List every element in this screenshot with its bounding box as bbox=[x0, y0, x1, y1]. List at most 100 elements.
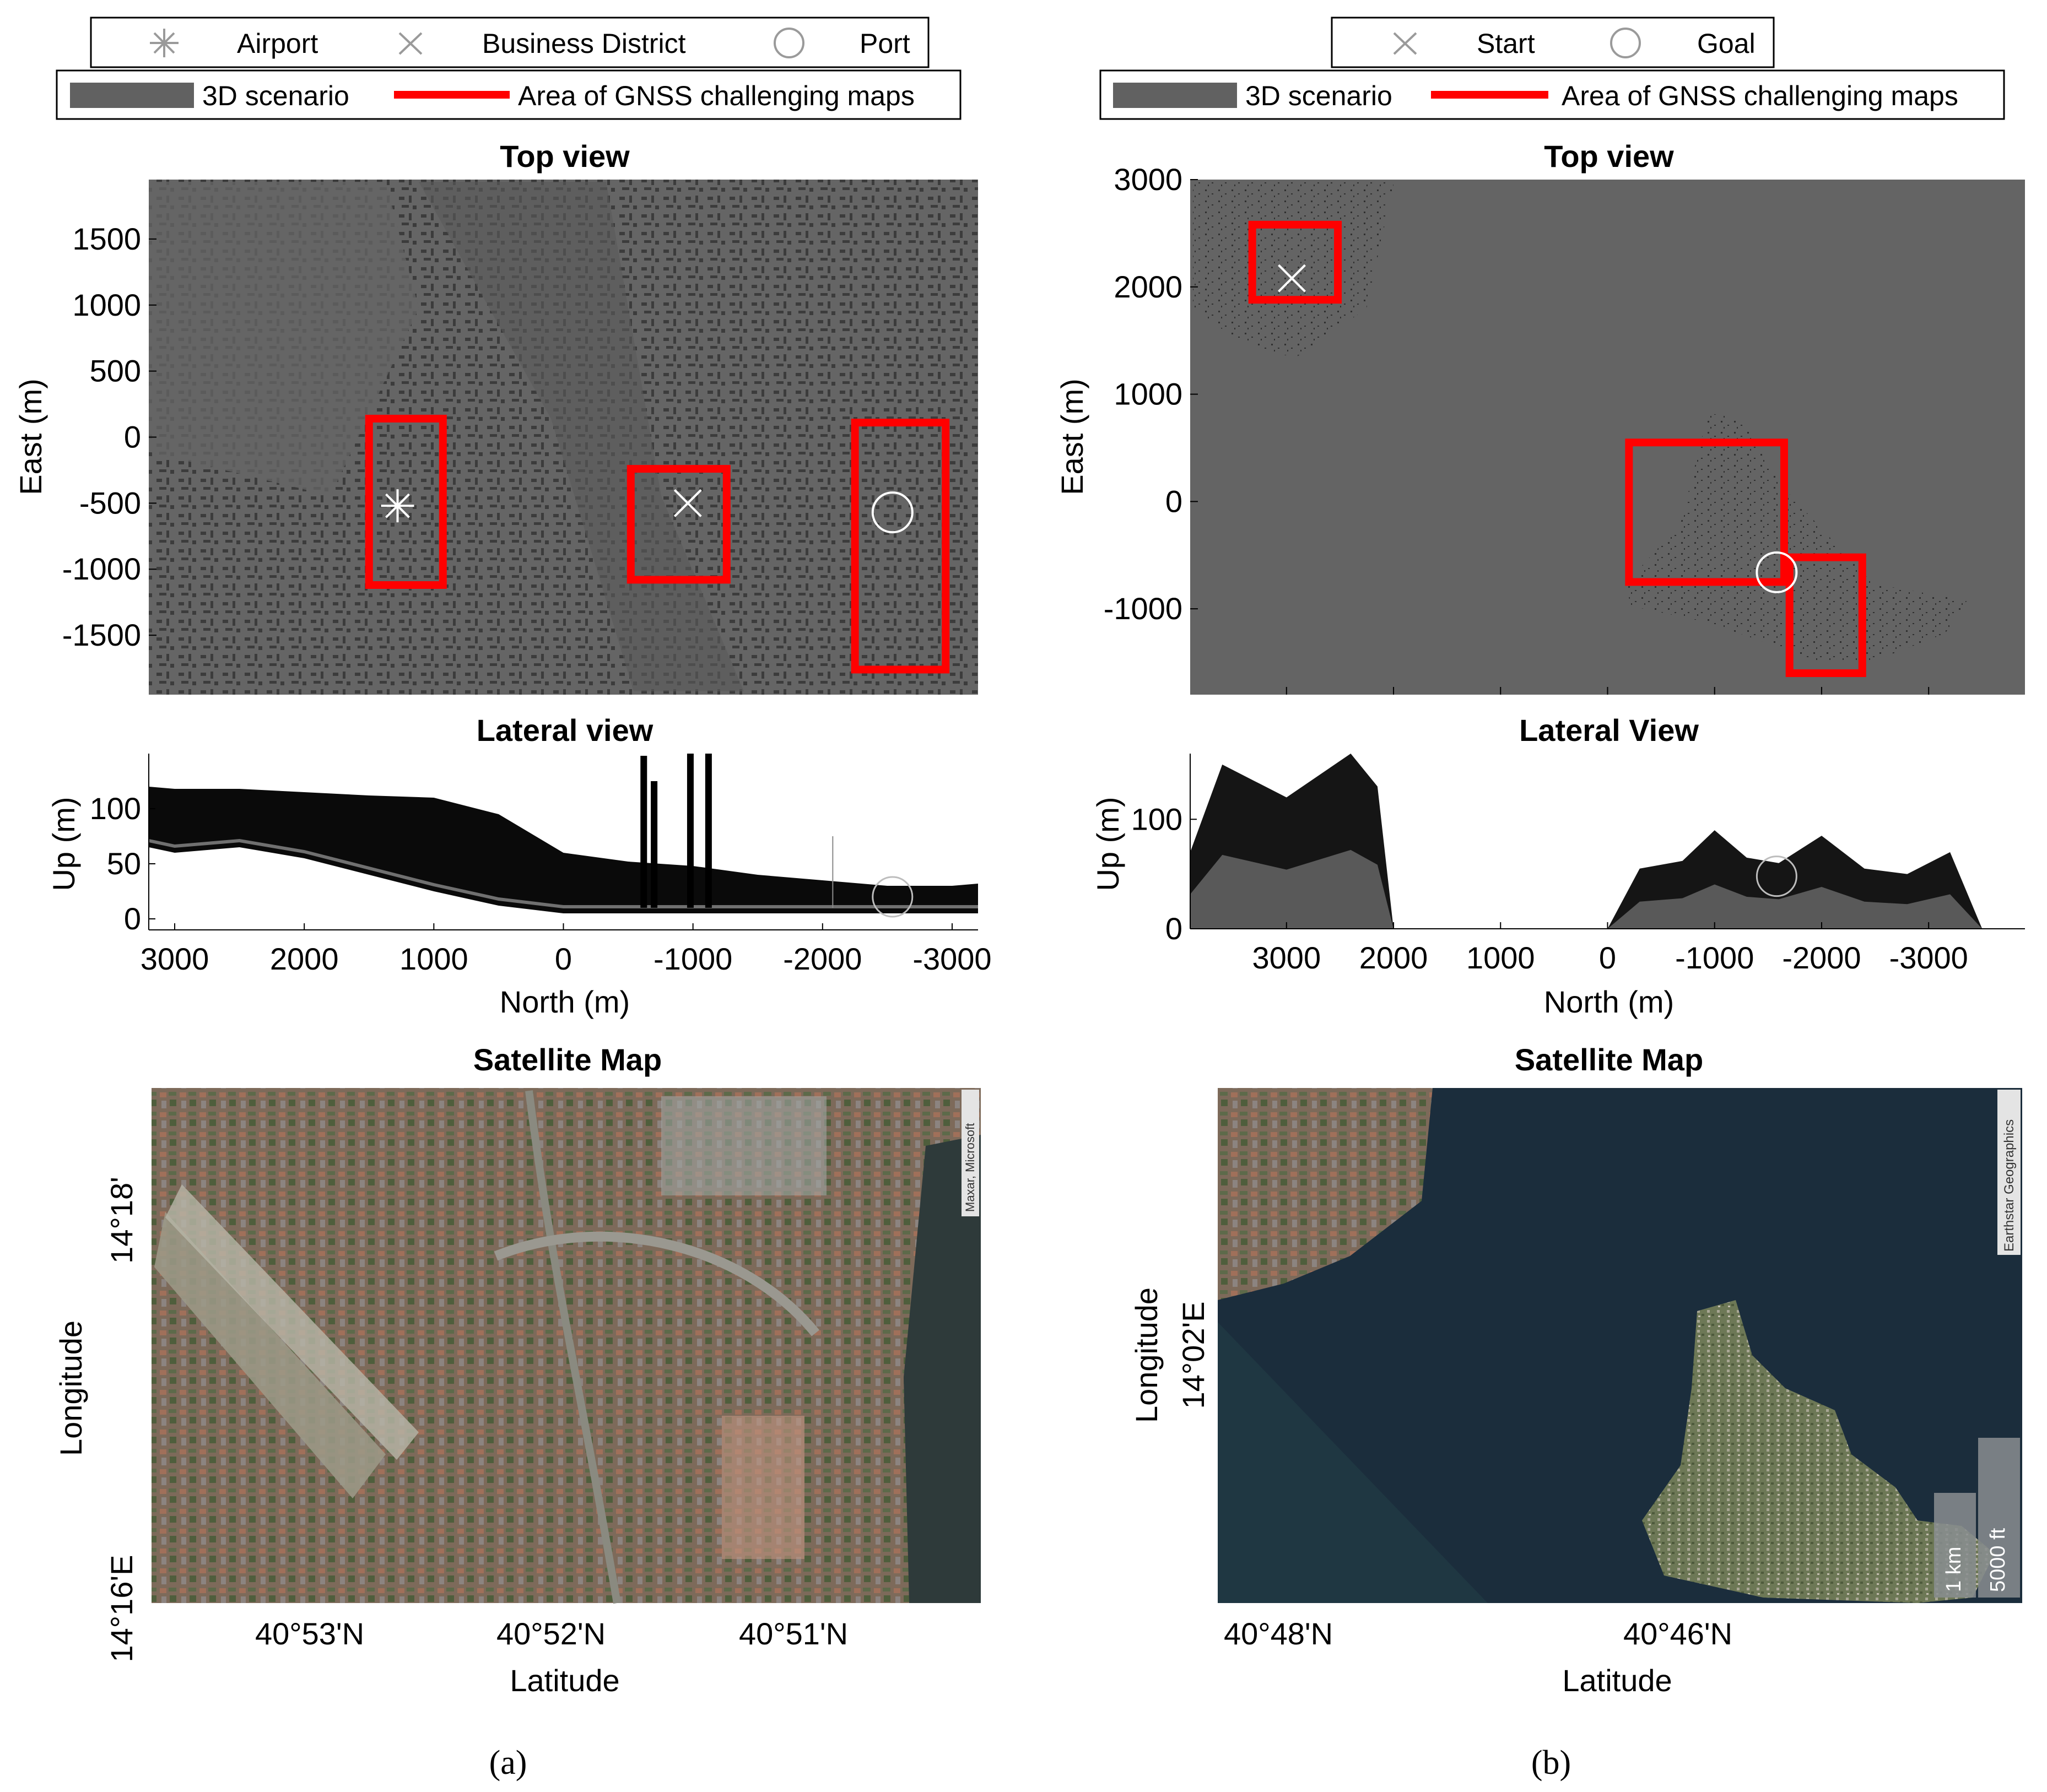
satellite-map-title: Satellite Map bbox=[473, 1042, 662, 1077]
challenging-area-2 bbox=[1625, 438, 1788, 586]
challenging-area-3 bbox=[1785, 553, 1866, 678]
ytick-label: -500 bbox=[79, 485, 141, 520]
challenging-area-1 bbox=[365, 414, 447, 589]
ytick-label: 0 bbox=[1165, 911, 1182, 946]
legend-label-port: Port bbox=[860, 28, 910, 59]
satellite-ytick-1: 14°02'E bbox=[1176, 1301, 1211, 1409]
xtick-label: -1000 bbox=[653, 941, 732, 976]
lateral-view-title: Lateral View bbox=[1519, 713, 1699, 748]
panel-a: Airport Business District Port 3D scenar… bbox=[13, 17, 992, 1782]
circle-marker-icon bbox=[774, 28, 804, 58]
xtick-label: 3000 bbox=[141, 941, 209, 976]
marker-port-lateral bbox=[872, 876, 914, 918]
tower-4 bbox=[705, 754, 712, 908]
legend-label-start: Start bbox=[1477, 28, 1535, 59]
ytick-label: 100 bbox=[1131, 802, 1182, 836]
xtick-label: -1000 bbox=[1675, 940, 1754, 975]
xtick-label: 0 bbox=[555, 941, 572, 976]
satellite-xtick-2: 40°52'N bbox=[496, 1616, 606, 1651]
top-view-challenging-areas bbox=[1248, 220, 1866, 678]
panel-caption-b: (b) bbox=[1531, 1744, 1571, 1782]
ytick-label: 0 bbox=[124, 901, 141, 936]
challenging-area-3 bbox=[851, 419, 950, 674]
ytick-label: 1000 bbox=[1114, 377, 1182, 412]
top-view-open-area bbox=[149, 182, 419, 496]
top-view-ylabel: East (m) bbox=[1055, 378, 1089, 495]
top-view-challenging-areas bbox=[365, 414, 950, 674]
ytick-label: 500 bbox=[90, 354, 141, 388]
top-view-rail-band bbox=[419, 182, 744, 691]
asterisk-icon bbox=[150, 29, 179, 57]
xtick-label: 3000 bbox=[1252, 940, 1321, 975]
legend-label-gnss-area: Area of GNSS challenging maps bbox=[518, 80, 915, 111]
lateral-profile-shade-1 bbox=[1190, 849, 1394, 929]
x-marker-icon bbox=[398, 32, 423, 55]
lateral-view-ylabel: Up (m) bbox=[1090, 797, 1125, 891]
xtick-label: -2000 bbox=[1782, 940, 1861, 975]
marker-port bbox=[871, 491, 914, 534]
xtick-label: -3000 bbox=[1889, 940, 1968, 975]
xtick-label: 1000 bbox=[399, 941, 468, 976]
satellite-image bbox=[1218, 1088, 2022, 1603]
ytick-label: 50 bbox=[107, 846, 141, 881]
marker-goal bbox=[1756, 551, 1798, 593]
satellite-attribution-box bbox=[962, 1090, 979, 1216]
ytick-label: 2000 bbox=[1114, 269, 1182, 304]
tower-1 bbox=[640, 756, 647, 908]
satellite-xtick-2: 40°46'N bbox=[1623, 1616, 1732, 1651]
marker-goal-lateral bbox=[1756, 856, 1797, 897]
legend-markers-box bbox=[90, 17, 930, 68]
lateral-view-xlabel: North (m) bbox=[1544, 984, 1674, 1019]
top-view-ylabel: East (m) bbox=[13, 378, 48, 495]
tower-2 bbox=[651, 781, 658, 908]
satellite-xtick-1: 40°53'N bbox=[255, 1616, 364, 1651]
ytick-label: 1500 bbox=[72, 221, 141, 256]
tower-3 bbox=[687, 754, 694, 908]
ytick-label: 3000 bbox=[1114, 162, 1182, 197]
legend-swatch-3d-scenario bbox=[1113, 83, 1237, 108]
legend-swatch-3d-scenario bbox=[70, 83, 194, 108]
lateral-view-xlabel: North (m) bbox=[500, 984, 630, 1019]
legend-areas-box bbox=[1099, 69, 2005, 120]
panel-caption-a: (a) bbox=[489, 1744, 527, 1782]
ytick-label: -1000 bbox=[1104, 591, 1182, 626]
lateral-profile-series bbox=[149, 787, 978, 913]
xtick-label: -2000 bbox=[783, 941, 862, 976]
top-view-y-ticks: 1500 1000 500 0 -500 -1000 -1500 bbox=[62, 221, 156, 652]
lateral-profile-shade-2 bbox=[1607, 884, 1983, 929]
lateral-view-x-ticks: 3000 2000 1000 0 -1000 -2000 -3000 bbox=[141, 923, 992, 976]
satellite-ytick-1: 14°18' bbox=[104, 1177, 139, 1264]
ytick-label: -1500 bbox=[62, 618, 141, 652]
scale-bar-imperial: 5000 ft bbox=[1986, 1528, 2010, 1592]
ytick-label: 0 bbox=[124, 420, 141, 454]
lateral-view-title: Lateral view bbox=[477, 713, 653, 748]
top-view-markers bbox=[381, 489, 914, 534]
legend-label-business-district: Business District bbox=[482, 28, 686, 59]
lateral-view-ylabel: Up (m) bbox=[46, 797, 81, 891]
satellite-xlabel: Latitude bbox=[510, 1663, 619, 1698]
top-view-markers bbox=[1278, 264, 1798, 593]
ytick-label: -1000 bbox=[62, 551, 141, 586]
legend-label-gnss-area: Area of GNSS challenging maps bbox=[1562, 80, 1958, 111]
xtick-label: -3000 bbox=[912, 941, 991, 976]
satellite-attribution: Earthstar Geographics bbox=[2002, 1119, 2017, 1252]
challenging-area-2 bbox=[626, 465, 731, 584]
satellite-xtick-3: 40°51'N bbox=[739, 1616, 848, 1651]
top-view-title: Top view bbox=[500, 139, 630, 174]
ytick-label: 0 bbox=[1165, 484, 1182, 518]
tower-5 bbox=[832, 836, 834, 908]
ytick-label: 100 bbox=[90, 791, 141, 826]
lateral-view-x-ticks: 3000 2000 1000 0 -1000 -2000 -3000 bbox=[1252, 922, 1968, 975]
xtick-label: 0 bbox=[1599, 940, 1616, 975]
scale-bar: 1 km 5000 ft bbox=[1934, 1438, 2020, 1598]
xtick-label: 1000 bbox=[1466, 940, 1535, 975]
satellite-attribution: Maxar, Microsoft bbox=[963, 1123, 977, 1212]
x-marker-icon bbox=[1393, 32, 1417, 55]
top-view-x-ticks bbox=[1286, 687, 1930, 695]
top-view-scenario-goal-cluster bbox=[1625, 413, 1967, 661]
top-view-scenario-start-cluster bbox=[1193, 182, 1394, 358]
top-view-y-ticks: 3000 2000 1000 0 -1000 bbox=[1104, 162, 1198, 626]
satellite-map-title: Satellite Map bbox=[1515, 1042, 1703, 1077]
xtick-label: 2000 bbox=[270, 941, 339, 976]
